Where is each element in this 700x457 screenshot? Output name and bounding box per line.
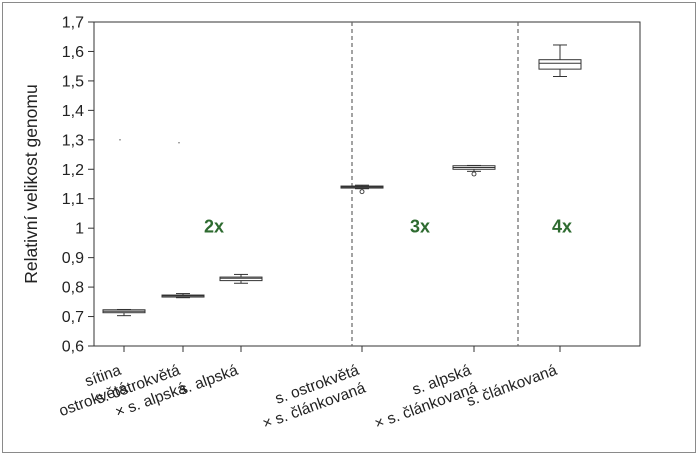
category-label: s. ostrokvětá× s. článkovaná [254, 362, 368, 433]
y-tick-label: 1 [75, 221, 84, 238]
y-tick-label: 1,7 [62, 15, 84, 32]
y-tick-label: 0,6 [62, 339, 84, 356]
y-tick-label: 1,6 [62, 44, 84, 61]
ploidy-label: 4x [552, 217, 572, 237]
chart-frame [2, 2, 696, 453]
y-tick-label: 0,7 [62, 309, 84, 326]
ploidy-label: 3x [410, 217, 430, 237]
y-axis-label: Relativní velikost genomu [21, 84, 41, 283]
y-tick-label: 1,1 [62, 191, 84, 208]
y-tick-label: 1,3 [62, 132, 84, 149]
category-label-line: s. alpská [177, 362, 241, 399]
category-label-line: s. článkovaná [464, 362, 559, 411]
y-tick-label: 1,2 [62, 162, 84, 179]
outlier-point [359, 189, 365, 195]
stray-point [119, 139, 121, 141]
outlier-point [471, 171, 477, 177]
stray-point [178, 142, 180, 144]
y-tick-label: 0,8 [62, 280, 84, 297]
y-tick-label: 1,4 [62, 103, 84, 120]
ploidy-label: 2x [204, 217, 224, 237]
plot-area-border [93, 21, 641, 347]
y-tick-label: 0,9 [62, 250, 84, 267]
box [538, 59, 582, 70]
category-label: s. článkovaná [464, 362, 559, 411]
box [219, 276, 263, 282]
y-tick-label: 1,5 [62, 73, 84, 90]
category-label: s. alpská [177, 362, 241, 399]
category-label: s. alpská× s. článkovaná [366, 362, 480, 433]
